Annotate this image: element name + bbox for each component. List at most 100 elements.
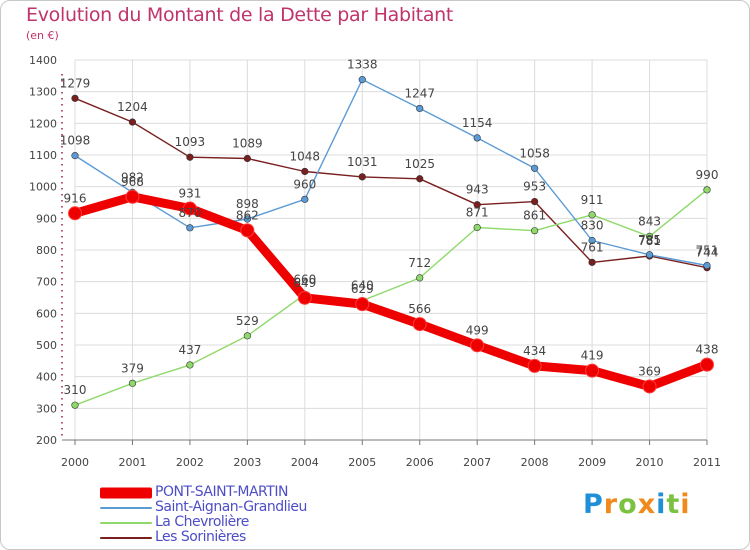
data-label-saint-aignan-grandlieu: 870: [178, 206, 201, 220]
data-label-la-chevroliere: 529: [236, 314, 259, 328]
logo-letter: P: [583, 489, 604, 520]
y-tick-label: 600: [36, 307, 57, 320]
data-label-la-chevroliere: 379: [121, 361, 144, 375]
data-point-la-chevroliere: [588, 211, 596, 219]
x-tick-label: 2002: [176, 456, 204, 469]
data-label-les-sorinieres: 781: [638, 234, 661, 248]
y-tick-label: 1100: [29, 149, 57, 162]
data-label-saint-aignan-grandlieu: 1058: [519, 146, 550, 160]
x-tick-label: 2005: [348, 456, 376, 469]
data-label-pont-saint-martin: 968: [121, 175, 144, 189]
x-tick-label: 2001: [118, 456, 146, 469]
data-point-saint-aignan-grandlieu: [71, 152, 79, 160]
data-label-pont-saint-martin: 931: [178, 187, 201, 201]
data-point-les-sorinieres: [128, 118, 137, 126]
data-point-saint-aignan-grandlieu: [301, 195, 309, 203]
data-point-la-chevroliere: [645, 232, 654, 240]
data-point-les-sorinieres: [473, 201, 481, 209]
x-tick-label: 2009: [578, 456, 606, 469]
legend-swatch: [100, 487, 152, 498]
data-label-pont-saint-martin: 369: [638, 364, 661, 378]
logo-letter: o: [618, 489, 638, 520]
data-point-la-chevroliere: [243, 332, 251, 340]
data-point-la-chevroliere: [531, 227, 539, 235]
data-label-les-sorinieres: 744: [696, 246, 719, 260]
data-point-pont-saint-martin: [297, 290, 312, 305]
data-label-saint-aignan-grandlieu: 1338: [347, 58, 378, 72]
series-line-les-sorinieres: [74, 97, 708, 269]
data-point-pont-saint-martin: [585, 363, 600, 378]
x-tick-label: 2010: [636, 456, 664, 469]
y-tick-label: 900: [36, 212, 57, 225]
chart-subtitle: (en €): [26, 29, 59, 42]
data-label-les-sorinieres: 1031: [347, 155, 378, 169]
data-label-saint-aignan-grandlieu: 982: [121, 170, 144, 184]
x-tick-label: 2011: [693, 456, 721, 469]
legend-label: PONT-SAINT-MARTIN: [155, 484, 288, 500]
y-tick-label: 700: [36, 276, 57, 289]
data-point-saint-aignan-grandlieu: [416, 104, 424, 113]
y-tick-label: 800: [36, 244, 57, 257]
legend-swatch: [100, 521, 152, 524]
data-label-pont-saint-martin: 419: [581, 349, 604, 363]
data-label-la-chevroliere: 871: [466, 206, 489, 220]
data-point-saint-aignan-grandlieu: [531, 164, 539, 172]
data-point-saint-aignan-grandlieu: [645, 251, 654, 259]
data-point-la-chevroliere: [128, 379, 137, 387]
data-point-saint-aignan-grandlieu: [186, 224, 194, 232]
data-label-les-sorinieres: 761: [581, 240, 604, 254]
series-line-pont-saint-martin: [70, 192, 712, 391]
y-tick-label: 400: [36, 371, 57, 384]
data-label-pont-saint-martin: 916: [64, 191, 87, 205]
data-label-les-sorinieres: 1089: [232, 136, 263, 150]
data-label-la-chevroliere: 660: [293, 272, 316, 286]
data-point-les-sorinieres: [301, 167, 309, 176]
y-tick-label: 1200: [29, 117, 57, 130]
data-label-la-chevroliere: 712: [408, 256, 431, 270]
data-point-les-sorinieres: [71, 94, 79, 102]
data-label-pont-saint-martin: 438: [696, 343, 719, 357]
data-point-les-sorinieres: [416, 175, 424, 183]
data-label-saint-aignan-grandlieu: 751: [696, 244, 719, 258]
data-label-les-sorinieres: 943: [466, 183, 489, 197]
data-label-les-sorinieres: 1204: [117, 100, 148, 114]
legend-label: Les Sorinières: [155, 529, 246, 545]
y-tick-label: 300: [36, 402, 57, 415]
data-label-saint-aignan-grandlieu: 1098: [60, 134, 91, 148]
x-tick-label: 2007: [463, 456, 491, 469]
logo-letter: x: [637, 489, 657, 520]
data-point-pont-saint-martin: [182, 201, 197, 216]
logo-letter: r: [603, 489, 619, 520]
data-point-pont-saint-martin: [470, 338, 485, 353]
data-point-saint-aignan-grandlieu: [358, 76, 366, 84]
data-label-la-chevroliere: 861: [523, 209, 546, 223]
data-label-saint-aignan-grandlieu: 1247: [404, 86, 435, 100]
data-label-saint-aignan-grandlieu: 898: [236, 197, 259, 211]
data-point-la-chevroliere: [473, 223, 481, 232]
data-point-pont-saint-martin: [700, 357, 714, 372]
data-point-la-chevroliere: [71, 401, 79, 409]
data-point-saint-aignan-grandlieu: [243, 215, 251, 223]
data-label-la-chevroliere: 640: [351, 279, 374, 293]
data-label-les-sorinieres: 1048: [290, 149, 321, 163]
data-point-pont-saint-martin: [642, 379, 657, 394]
data-point-les-sorinieres: [588, 258, 596, 266]
data-point-pont-saint-martin: [68, 206, 82, 221]
data-label-la-chevroliere: 843: [638, 214, 661, 228]
series-line-saint-aignan-grandlieu: [74, 78, 708, 267]
data-label-saint-aignan-grandlieu: 960: [293, 177, 316, 191]
x-tick-label: 2008: [521, 456, 549, 469]
data-point-pont-saint-martin: [355, 297, 370, 312]
data-point-les-sorinieres: [186, 153, 194, 161]
logo-letter: i: [656, 489, 667, 520]
data-point-la-chevroliere: [186, 361, 194, 369]
logo-letter: t: [666, 489, 681, 520]
data-point-pont-saint-martin: [125, 189, 140, 204]
data-point-les-sorinieres: [358, 173, 366, 181]
data-label-les-sorinieres: 1279: [60, 76, 91, 90]
y-tick-label: 200: [36, 434, 57, 447]
data-label-les-sorinieres: 1093: [175, 135, 206, 149]
y-tick-label: 500: [36, 339, 57, 352]
x-tick-label: 2000: [61, 456, 89, 469]
